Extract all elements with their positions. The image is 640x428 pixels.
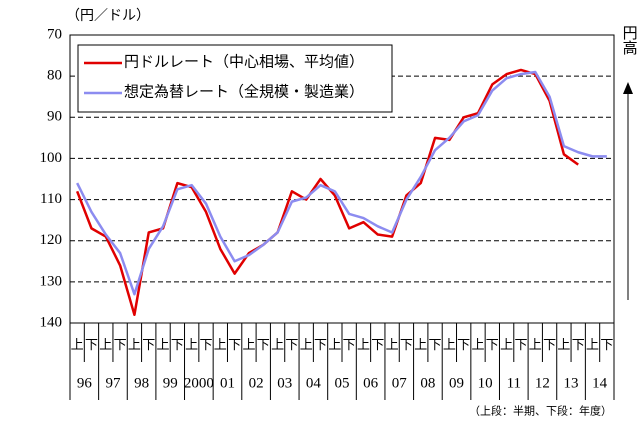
- note: （上段：半期、下段：年度）: [469, 404, 612, 418]
- year-label: 96: [77, 375, 93, 391]
- x-tick-label: 上: [214, 337, 227, 352]
- year-label: 03: [277, 375, 292, 391]
- x-tick-label: 下: [171, 337, 184, 352]
- year-label: 99: [163, 375, 178, 391]
- x-tick-label: 上: [99, 337, 112, 352]
- x-tick-label: 下: [142, 337, 155, 352]
- x-tick-label: 下: [257, 337, 270, 352]
- x-tick-label: 上: [242, 337, 255, 352]
- y-tick-label: 70: [47, 26, 62, 42]
- x-tick-label: 上: [500, 337, 513, 352]
- year-label: 97: [105, 375, 121, 391]
- year-label: 13: [564, 375, 579, 391]
- legend-label: 想定為替レート（全規模・製造業）: [124, 82, 364, 100]
- x-tick-label: 上: [586, 337, 599, 352]
- x-tick-label: 上: [71, 337, 84, 352]
- y-unit: （円／ドル）: [66, 8, 150, 24]
- x-tick-label: 上: [529, 337, 542, 352]
- year-label: 09: [449, 375, 464, 391]
- year-label: 11: [507, 375, 521, 391]
- x-tick-label: 上: [357, 337, 370, 352]
- y-tick-label: 120: [40, 232, 63, 248]
- x-tick-label: 下: [486, 337, 499, 352]
- x-tick-label: 下: [199, 337, 212, 352]
- x-tick-label: 下: [343, 337, 356, 352]
- x-tick-label: 上: [128, 337, 141, 352]
- x-tick-label: 下: [85, 337, 98, 352]
- legend-label: 円ドルレート（中心相場、平均値）: [124, 53, 364, 70]
- x-tick-label: 下: [400, 337, 413, 352]
- x-tick-label: 上: [185, 337, 198, 352]
- year-label: 02: [249, 375, 264, 391]
- year-label: 06: [363, 375, 379, 391]
- x-tick-label: 下: [457, 337, 470, 352]
- x-tick-label: 上: [443, 337, 456, 352]
- side-arrow-head: [623, 82, 633, 94]
- x-tick-label: 下: [228, 337, 241, 352]
- y-tick-label: 80: [47, 68, 62, 84]
- x-tick-label: 上: [328, 337, 341, 352]
- x-tick-label: 下: [285, 337, 298, 352]
- year-label: 05: [335, 375, 350, 391]
- y-tick-label: 140: [40, 314, 63, 330]
- x-tick-label: 下: [600, 337, 613, 352]
- x-tick-label: 上: [157, 337, 170, 352]
- side-label: 円高: [621, 25, 638, 55]
- year-label: 14: [592, 375, 608, 391]
- year-label: 01: [220, 375, 235, 391]
- year-label: 12: [535, 375, 550, 391]
- x-tick-label: 下: [429, 337, 442, 352]
- year-label: 07: [392, 375, 408, 391]
- x-tick-label: 下: [572, 337, 585, 352]
- year-label: 98: [134, 375, 149, 391]
- y-tick-label: 130: [40, 273, 63, 289]
- x-tick-label: 下: [514, 337, 527, 352]
- legend-box: [77, 44, 393, 113]
- x-tick-label: 下: [543, 337, 556, 352]
- x-tick-label: 上: [271, 337, 284, 352]
- x-tick-label: 下: [314, 337, 327, 352]
- year-label: 04: [306, 375, 322, 391]
- year-label: 10: [478, 375, 493, 391]
- x-tick-label: 上: [471, 337, 484, 352]
- x-tick-label: 上: [557, 337, 570, 352]
- year-label: 08: [420, 375, 435, 391]
- x-tick-label: 下: [114, 337, 127, 352]
- x-tick-label: 上: [300, 337, 313, 352]
- year-label: 2000: [184, 375, 214, 391]
- y-tick-label: 100: [40, 150, 63, 166]
- x-tick-label: 上: [414, 337, 427, 352]
- y-tick-label: 90: [47, 109, 62, 125]
- y-tick-label: 110: [40, 191, 62, 207]
- x-tick-label: 上: [386, 337, 399, 352]
- x-tick-label: 下: [371, 337, 384, 352]
- series-line: [76, 70, 607, 296]
